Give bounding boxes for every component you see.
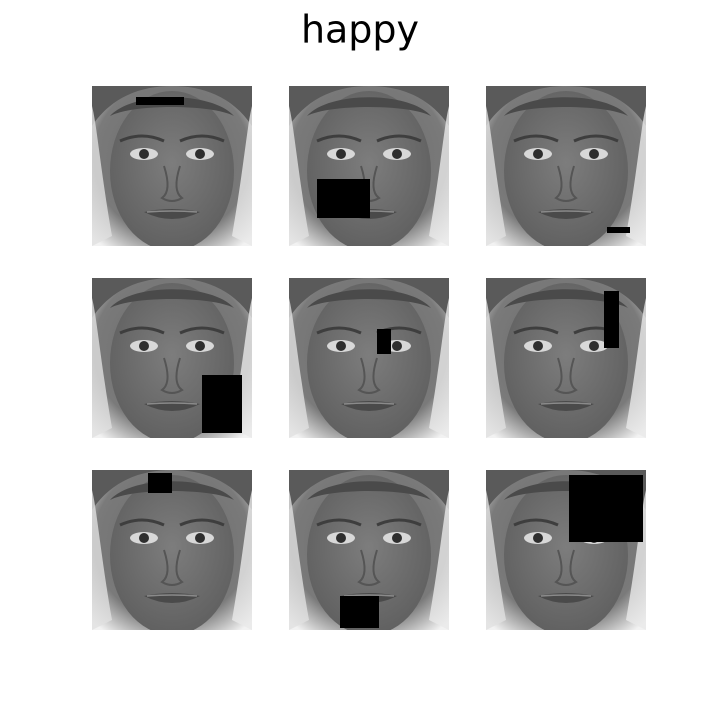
occlusion xyxy=(604,291,619,348)
occlusion xyxy=(377,329,391,354)
image-panel xyxy=(289,278,449,438)
face-image xyxy=(92,86,252,246)
occlusion xyxy=(569,475,643,542)
image-panel xyxy=(486,470,646,630)
occlusion xyxy=(136,97,184,105)
face-image xyxy=(289,86,449,246)
occlusion xyxy=(317,179,370,218)
occlusion xyxy=(202,375,242,433)
figure-title: happy xyxy=(301,8,419,52)
image-panel xyxy=(92,278,252,438)
image-panel xyxy=(486,86,646,246)
face-image xyxy=(486,278,646,438)
face-image xyxy=(289,278,449,438)
image-panel xyxy=(486,278,646,438)
occlusion xyxy=(607,227,630,233)
occlusion xyxy=(148,473,172,493)
image-panel xyxy=(289,86,449,246)
image-panel xyxy=(92,86,252,246)
occlusion xyxy=(340,596,379,628)
face-image xyxy=(92,470,252,630)
image-panel xyxy=(289,470,449,630)
image-panel xyxy=(92,470,252,630)
face-image xyxy=(486,86,646,246)
